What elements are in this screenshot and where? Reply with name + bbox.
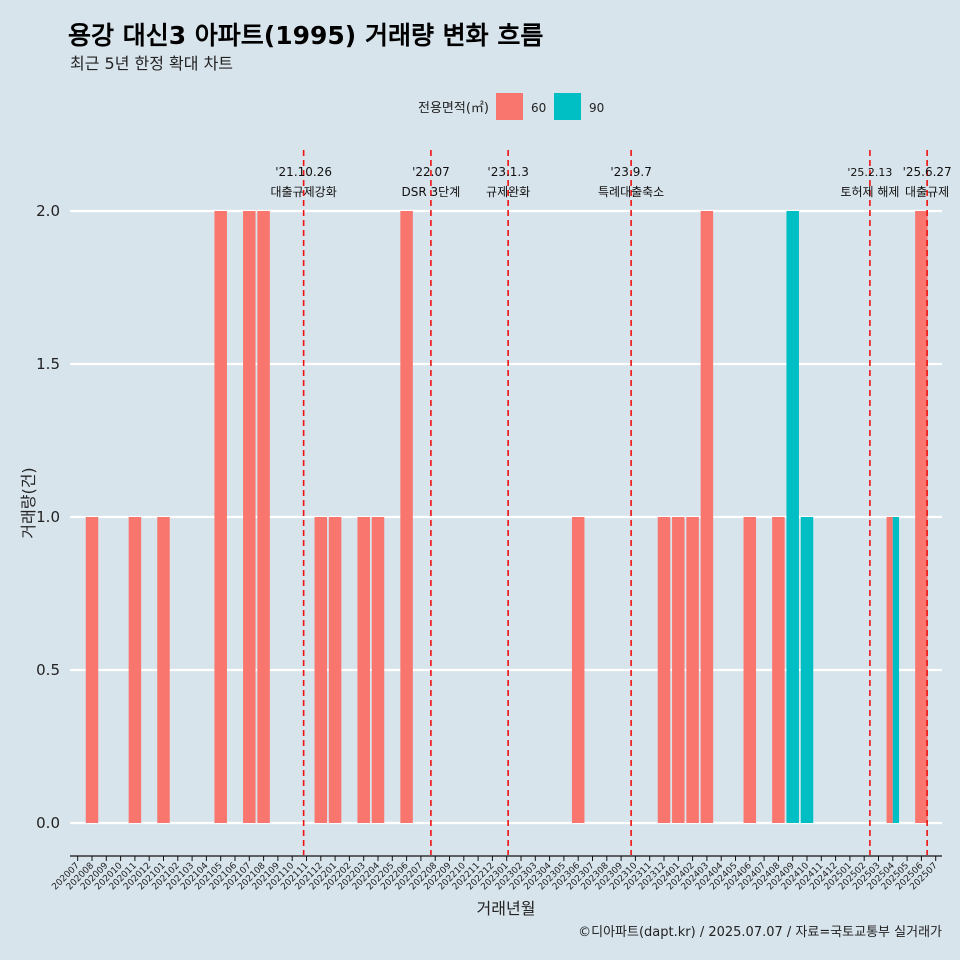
bar-60-202408 [772,517,785,823]
chart-subtitle: 최근 5년 한정 확대 차트 [70,54,233,73]
caption: ©디아파트(dapt.kr) / 2025.07.07 / 자료=국토교통부 실… [578,925,942,940]
bar-60-202107 [243,211,256,823]
y-tick-label: 0.0 [36,814,60,832]
legend-title: 전용면적(㎡) [418,101,489,116]
event-date-label: '23.9.7 [610,165,651,179]
event-date-label: '23.1.3 [487,165,528,179]
bar-60-202506 [915,211,928,823]
bar-60-202105 [214,211,227,823]
bar-60-202504 [886,517,893,823]
bar-60-202203 [357,517,370,823]
event-description-label: 특례대출축소 [598,185,664,199]
bar-60-202201 [328,517,342,823]
bar-60-202008 [85,517,99,823]
bar-60-202112 [314,517,328,823]
legend-label-90: 90 [589,101,604,115]
event-date-label: '25.6.27 [903,165,952,179]
y-tick-label: 1.0 [36,508,60,526]
x-axis-label: 거래년월 [477,899,536,918]
event-description-label: 대출규제강화 [271,185,337,199]
bar-60-202406 [743,517,757,823]
x-axis: 2020072020082020092020102020112020122021… [50,855,942,892]
bar-90-202409 [786,211,799,823]
bar-60-202101 [157,517,170,823]
event-description-label: DSR 3단계 [402,185,461,199]
y-axis-label: 거래량(건) [19,467,38,538]
bar-60-202204 [371,517,385,823]
y-tick-label: 0.5 [36,661,60,679]
bar-60-202312 [657,517,671,823]
event-description-label: 토허제 해제 [840,185,899,199]
event-date-label: '22.07 [412,165,450,179]
y-axis-ticks: 0.0 0.5 1.0 1.5 2.0 [36,202,60,832]
bar-90-202410 [800,517,814,823]
legend: 전용면적(㎡) 60 90 [418,93,604,120]
legend-swatch-90 [554,93,581,120]
event-date-label: '25.2.13 [847,166,892,179]
legend-label-60: 60 [531,101,546,115]
bar-60-202402 [686,517,699,823]
bar-60-202011 [128,517,142,823]
event-description-label: 대출규제 [905,185,949,199]
event-description-label: 규제완화 [486,185,530,199]
event-date-label: '21.10.26 [275,165,332,179]
chart-title: 용강 대신3 아파트(1995) 거래량 변화 흐름 [68,21,543,50]
bars [85,211,928,823]
bar-90-202504 [892,517,900,823]
legend-swatch-60 [496,93,523,120]
event-lines: '21.10.26 대출규제강화 '22.07 DSR 3단계 '23.1.3 규제완화 '… [271,150,952,855]
y-tick-label: 2.0 [36,202,60,220]
bar-60-202108 [257,211,270,823]
y-tick-label: 1.5 [36,355,60,373]
bar-60-202306 [571,517,585,823]
bar-60-202206 [400,211,413,823]
bar-60-202403 [700,211,714,823]
bar-60-202401 [672,517,685,823]
